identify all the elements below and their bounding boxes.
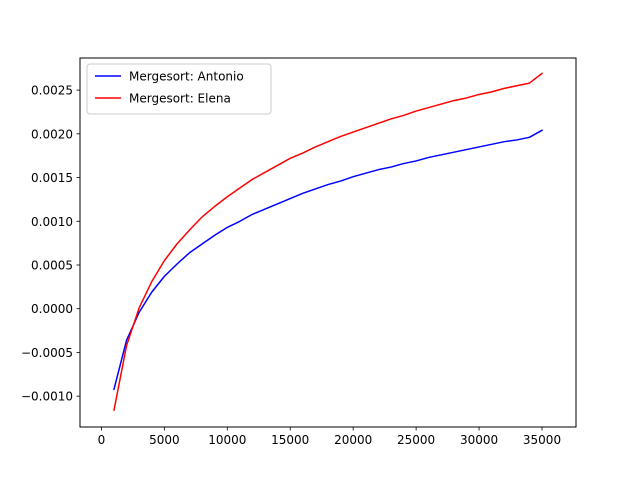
x-tick-label: 10000	[208, 433, 246, 447]
x-tick-label: 0	[98, 433, 106, 447]
y-tick-label: −0.0010	[21, 390, 73, 404]
y-tick-label: 0.0000	[31, 302, 73, 316]
y-tick-label: −0.0005	[21, 346, 73, 360]
series-line-1	[113, 72, 544, 412]
x-tick-label: 35000	[523, 433, 561, 447]
y-tick-label: 0.0010	[31, 215, 73, 229]
x-axis: 0 5000 10000 15000 20000 25000 30000 35000	[98, 427, 561, 447]
legend-box	[86, 63, 272, 115]
x-tick-label: 5000	[149, 433, 180, 447]
plot-lines	[113, 72, 544, 412]
legend-label: Mergesort: Antonio	[129, 70, 244, 84]
plot-frame	[79, 57, 577, 428]
legend: Mergesort: Antonio Mergesort: Elena	[86, 63, 272, 115]
y-tick-label: 0.0025	[31, 84, 73, 98]
x-tick-label: 20000	[334, 433, 372, 447]
legend-label: Mergesort: Elena	[129, 92, 231, 106]
y-tick-label: 0.0015	[31, 171, 73, 185]
x-tick-label: 15000	[271, 433, 309, 447]
series-line-0	[113, 129, 544, 391]
y-tick-label: 0.0005	[31, 258, 73, 272]
x-tick-label: 25000	[397, 433, 435, 447]
y-tick-label: 0.0020	[31, 127, 73, 141]
y-axis: −0.0010 −0.0005 0.0000 0.0005 0.0010 0.0015 0.…	[21, 84, 80, 404]
x-tick-label: 30000	[460, 433, 498, 447]
